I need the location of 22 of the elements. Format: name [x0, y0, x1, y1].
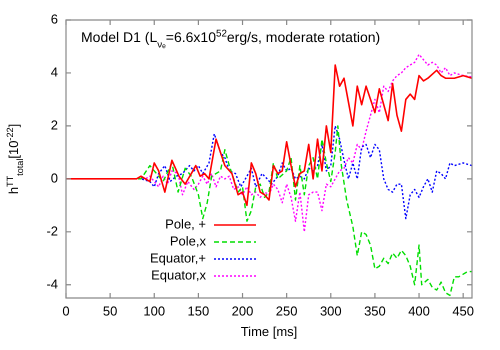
- x-axis-title: Time [ms]: [240, 324, 298, 339]
- x-tick-label: 100: [143, 303, 166, 318]
- y-tick-label: 2: [50, 117, 58, 132]
- x-tick-label: 200: [232, 303, 254, 318]
- x-tick-label: 150: [188, 303, 210, 318]
- y-axis-title: hTTtotal[10-22]: [4, 124, 26, 194]
- x-tick-label: 400: [408, 303, 430, 318]
- legend-label: Pole, +: [165, 216, 206, 232]
- x-tick-label: 250: [276, 303, 298, 318]
- y-tick-label: 6: [50, 12, 58, 27]
- legend-label: Pole,x: [170, 234, 206, 249]
- x-tick-label: 350: [364, 303, 386, 318]
- legend-label: Equator,x: [151, 268, 206, 283]
- y-tick-label: -2: [46, 223, 58, 238]
- x-tick-label: 450: [452, 303, 474, 318]
- y-tick-label: 0: [50, 170, 58, 186]
- x-tick-label: 300: [320, 303, 342, 318]
- y-tick-label: 4: [50, 64, 58, 80]
- y-tick-label: -4: [46, 276, 58, 292]
- legend-label: Equator,+: [150, 250, 206, 266]
- x-tick-label: 0: [62, 303, 70, 318]
- x-tick-label: 50: [102, 303, 118, 318]
